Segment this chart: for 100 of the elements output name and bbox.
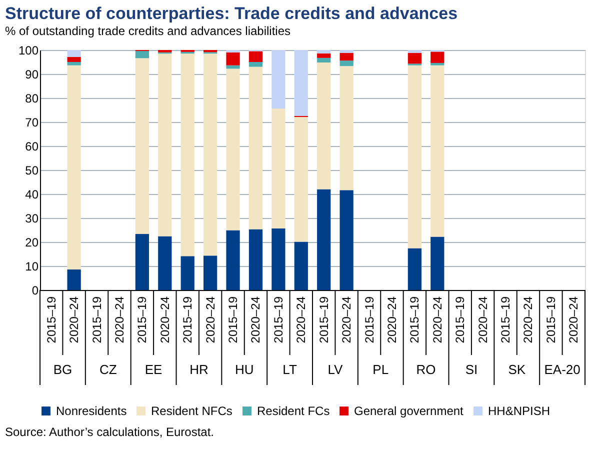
bar [67,269,81,290]
x-tick-label: 2015–19 [316,296,331,344]
bar [340,60,354,66]
bar [272,50,286,109]
bar [204,54,218,256]
bar [67,62,81,66]
chart-subtitle: % of outstanding trade credits and advances liabilities [5,24,291,38]
y-tick-label: 10 [25,260,39,274]
bar [226,230,240,290]
bar [430,236,444,290]
text: LT [282,362,297,377]
bar [408,52,422,64]
text: RO [416,362,436,377]
x-tick-label: 2020–24 [476,296,490,344]
chart-title: Structure of counterparties: Trade credits and advances [5,4,458,23]
y-tick-label: 90 [25,68,39,82]
bar [317,189,331,290]
x-tick-label: 2015–19 [226,296,240,344]
x-tick-label: 2020–24 [158,296,172,344]
bar [340,52,354,61]
bar [67,50,81,57]
bar [294,116,308,242]
bar [226,65,240,69]
bar [408,248,422,290]
text: HU [234,362,254,377]
x-tick-label: 2020–24 [294,296,308,344]
legend-label: Resident NFCs [151,404,232,418]
bar [272,108,286,228]
bar [135,58,149,234]
x-tick-label: 2015–19 [453,296,468,344]
bar [340,190,354,290]
x-tick-label: 2015–19 [271,296,286,344]
x-tick-label: 2015–19 [498,296,513,344]
legend-label: General government [354,404,464,418]
bar [317,53,331,58]
bar [158,54,172,236]
bar [180,256,194,290]
text: BG [53,362,72,377]
y-tick-label: 30 [25,212,39,226]
bar [408,65,422,248]
x-tick-label: 2015–19 [408,296,422,344]
text: EE [144,362,163,377]
text: EA-20 [544,362,580,377]
text: CZ [99,362,117,377]
x-tick-label: 2020–24 [430,296,444,344]
bar [272,228,286,290]
x-tick-label: 2015–19 [544,296,558,344]
x-tick-label: 2015–19 [180,296,195,344]
y-tick-label: 50 [25,164,39,178]
bar [67,56,81,62]
bar [135,50,149,58]
bar [317,58,331,62]
bar [294,242,308,290]
text: PL [372,362,389,377]
x-tick-label: 2015–19 [90,296,104,344]
x-tick-label: 2015–19 [44,296,58,344]
x-tick-label: 2020–24 [67,296,82,344]
legend-label: Nonresidents [56,404,127,418]
bar [340,66,354,190]
bar [430,52,444,63]
x-tick-label: 2020–24 [340,296,354,344]
bar [294,50,308,116]
y-tick-label: 60 [25,140,39,154]
x-tick-label: 2020–24 [112,296,126,344]
y-tick-label: 40 [25,188,39,202]
bar [317,62,331,190]
bar [226,52,240,66]
y-tick-label: 100 [18,44,39,58]
x-tick-label: 2020–24 [521,296,536,344]
bar [248,229,263,290]
bar [135,234,149,290]
legend-label: Resident FCs [257,404,330,418]
x-tick-label: 2020–24 [248,296,263,344]
bar [430,65,444,237]
bar [180,54,194,256]
x-tick-label: 2020–24 [384,296,399,344]
x-tick-label: 2020–24 [203,296,218,344]
source-note: Source: Author’s calculations, Eurostat. [5,425,214,439]
text: SK [508,362,526,377]
x-tick-label: 2020–24 [566,296,581,344]
bar [408,50,422,53]
y-tick-label: 0 [32,284,39,298]
legend-label: HH&NPISH [488,404,550,418]
bar [248,66,263,230]
bar [248,51,263,62]
y-tick-label: 80 [25,92,39,106]
bar [204,256,218,290]
bar [317,50,331,54]
bar [340,50,354,53]
y-tick-label: 20 [25,236,39,250]
x-tick-label: 2015–19 [362,296,376,344]
bar [226,68,240,230]
x-tick-label: 2015–19 [135,296,150,344]
text: LV [328,362,344,377]
text: HR [190,362,208,377]
bar [248,62,263,67]
text: SI [465,362,478,377]
y-tick-label: 70 [25,116,39,130]
bar [67,65,81,270]
bar [430,62,444,66]
